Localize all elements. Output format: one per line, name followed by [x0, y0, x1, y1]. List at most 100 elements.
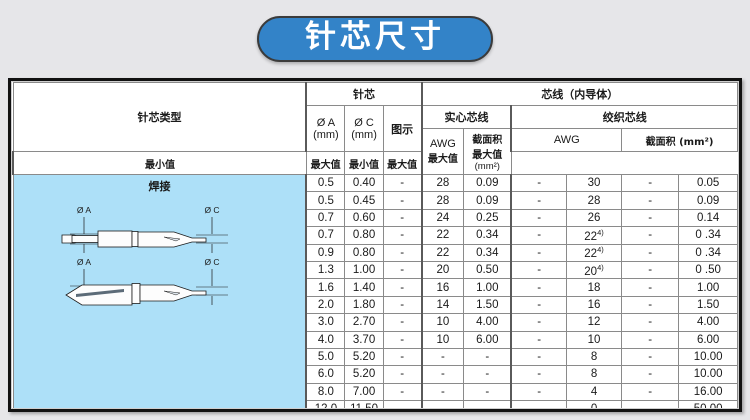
cell-solid-awg: 16 [420, 278, 465, 297]
cell-solid-area: - [463, 400, 512, 408]
cell-stranded-awg-max: 30 [565, 173, 623, 193]
header-row-units: AWG 最大值 截面积 最大值 (mm²) AWG 截面积 (mm²) [13, 128, 738, 175]
cell-stranded-awg-max: 204) [565, 260, 623, 280]
cell-stranded-awg-max: 18 [565, 278, 623, 297]
header-dia-a-unit: (mm) [313, 128, 339, 141]
cell-diagram: - [382, 208, 423, 228]
cell-stranded-area-max: 10.00 [678, 347, 738, 367]
header-stranded-area-max: 最大值 [382, 151, 423, 175]
cell-stranded-awg-min: - [510, 330, 568, 349]
cell-stranded-awg-min: - [510, 191, 568, 210]
cell-solid-awg: - [420, 382, 465, 402]
cell-dia-c: 1.80 [344, 295, 384, 315]
cell-diagram: - [382, 173, 423, 193]
pin-type-label: 焊接 [148, 180, 171, 193]
cell-stranded-area-max: 0.05 [678, 173, 738, 193]
header-diagram: 图示 [382, 105, 423, 152]
cell-stranded-awg-min: - [510, 400, 568, 408]
table-row: 0.5 0.45-28 0.09-28-0.09 [13, 191, 738, 210]
cell-stranded-area-min: - [621, 173, 680, 193]
cell-solid-area: 1.50 [463, 295, 512, 315]
cell-solid-awg: 22 [420, 226, 465, 245]
svg-text:Ø A: Ø A [76, 205, 91, 215]
cell-dia-a: 1.6 [305, 278, 346, 297]
cell-dia-c: 5.20 [344, 365, 384, 384]
header-solid-area-max-label: 最大值 [472, 150, 503, 161]
cell-solid-area: 0.25 [463, 208, 512, 228]
cell-stranded-area-min: - [621, 313, 680, 332]
pin-type-cell: 焊接 Ø A Ø C Ø A Ø C [12, 173, 307, 408]
cell-dia-a: 12.0 [305, 400, 346, 408]
cell-stranded-awg-min: - [510, 278, 568, 297]
cell-solid-area: 0.50 [463, 260, 512, 280]
cell-stranded-area-max: 10.00 [678, 365, 738, 384]
cell-stranded-awg-max: 12 [565, 313, 623, 332]
cell-dia-a: 4.0 [305, 330, 346, 349]
cell-solid-awg: 28 [420, 173, 465, 193]
cell-stranded-awg-min: - [510, 173, 568, 193]
cell-diagram: - [382, 226, 423, 245]
cell-stranded-awg-max: 26 [565, 208, 623, 228]
title-pill: 针芯尺寸 [257, 16, 493, 62]
cell-solid-area: - [463, 382, 512, 402]
svg-text:Ø C: Ø C [204, 257, 219, 267]
header-solid-area-label: 截面积 [472, 135, 503, 146]
cell-diagram: - [382, 382, 423, 402]
cell-solid-area: 0.09 [463, 191, 512, 210]
cell-stranded-area-max: 4.00 [678, 313, 738, 332]
cell-stranded-awg-min: - [510, 226, 568, 245]
cell-solid-awg: 22 [420, 243, 465, 262]
cell-diagram: - [382, 260, 423, 280]
cell-solid-area: 1.00 [463, 278, 512, 297]
cell-stranded-awg-min: - [510, 382, 568, 402]
cell-stranded-awg-min: - [510, 365, 568, 384]
header-solid-awg-max: AWG 最大值 [420, 128, 465, 175]
cell-stranded-awg-max: 4 [565, 382, 623, 402]
header-pin-type: 针芯类型 [12, 82, 307, 152]
cell-diagram: - [382, 365, 423, 384]
cell-diagram: - [382, 295, 423, 315]
header-stranded-area: 截面积 (mm²) [621, 128, 738, 152]
cell-solid-area: - [463, 347, 512, 367]
cell-solid-awg: 28 [420, 191, 465, 210]
header-row-minmax: 最小值 最大值 最小值 最大值 [12, 151, 738, 175]
header-solid-core: 实心芯线 [420, 105, 512, 129]
cell-solid-awg: - [420, 365, 465, 384]
cell-stranded-awg-min: - [510, 243, 568, 262]
cell-dia-a: 0.7 [305, 208, 346, 228]
cell-solid-awg: 20 [420, 260, 465, 280]
cell-stranded-area-max: 16.00 [678, 382, 738, 402]
cell-stranded-area-max: 1.50 [678, 295, 738, 315]
table-row: 5.0 5.20- - - -8-10.00 [13, 347, 738, 367]
cell-solid-area: 0.34 [463, 243, 512, 262]
cell-stranded-awg-max: 8 [565, 347, 623, 367]
cell-dia-a: 5.0 [305, 347, 346, 367]
cell-dia-c: 5.20 [344, 347, 384, 367]
header-dia-a: Ø A (mm) [305, 105, 346, 152]
cell-stranded-area-min: - [621, 208, 680, 228]
cell-stranded-area-max: 0.09 [678, 191, 738, 210]
header-dia-c-unit: (mm) [351, 128, 377, 141]
cell-diagram: - [382, 330, 423, 349]
cell-stranded-area-min: - [621, 260, 680, 280]
header-stranded-awg-min: 最小值 [12, 151, 307, 175]
table-row: 2.0 1.80-14 1.50-16-1.50 [13, 295, 738, 315]
cell-dia-c: 1.40 [344, 278, 384, 297]
header-solid-awg-label: AWG [429, 138, 456, 150]
cell-stranded-awg-max: 10 [565, 330, 623, 349]
cell-solid-awg: - [420, 347, 465, 367]
cell-dia-c: 1.00 [344, 260, 384, 280]
cell-dia-c: 7.00 [344, 382, 384, 402]
cell-dia-a: 0.5 [305, 173, 346, 193]
cell-solid-area: - [463, 365, 512, 384]
cell-stranded-area-min: - [621, 295, 680, 315]
table-row: 6.0 5.20- - - -8-10.00 [13, 365, 738, 384]
cell-solid-area: 0.34 [463, 226, 512, 245]
cell-dia-a: 6.0 [305, 365, 346, 384]
header-solid-awg-max-label: 最大值 [427, 154, 458, 165]
cell-dia-c: 2.70 [344, 313, 384, 332]
cell-diagram: - [382, 347, 423, 367]
cell-stranded-area-max: 0 .50 [678, 260, 738, 280]
cell-solid-area: 6.00 [463, 330, 512, 349]
table-frame: 针芯类型 针芯 芯线（内导体） Ø A (mm) Ø C (mm) 图示 实心芯… [8, 78, 742, 412]
